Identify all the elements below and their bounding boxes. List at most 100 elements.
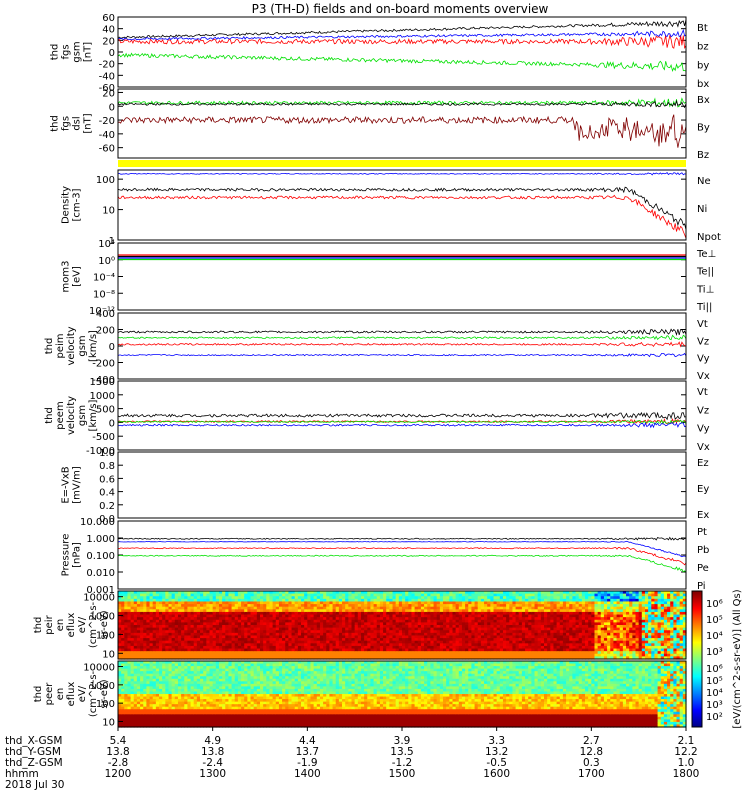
heatmap-cell bbox=[525, 617, 529, 621]
heatmap-cell bbox=[370, 606, 375, 610]
heatmap-cell bbox=[600, 630, 605, 634]
heatmap-cell bbox=[430, 611, 435, 616]
heatmap-cell bbox=[575, 601, 580, 605]
heatmap-cell bbox=[118, 699, 122, 703]
heatmap-cell bbox=[357, 596, 362, 600]
heatmap-cell bbox=[468, 635, 473, 639]
heatmap-cell bbox=[417, 643, 422, 647]
heatmap-cell bbox=[679, 591, 684, 595]
heatmap-cell bbox=[342, 622, 346, 626]
heatmap-cell bbox=[133, 638, 138, 642]
heatmap-cell bbox=[622, 632, 627, 637]
heatmap-cell bbox=[569, 591, 573, 595]
heatmap-cell bbox=[124, 643, 129, 647]
heatmap-cell bbox=[294, 643, 299, 647]
heatmap-cell bbox=[487, 617, 491, 621]
heatmap-cell bbox=[581, 617, 586, 621]
heatmap-cell bbox=[411, 625, 416, 629]
heatmap-cell bbox=[480, 632, 485, 637]
heatmap-cell bbox=[200, 596, 204, 600]
heatmap-cell bbox=[424, 614, 428, 618]
heatmap-cell bbox=[250, 640, 255, 644]
heatmap-cell bbox=[572, 648, 577, 652]
heatmap-cell bbox=[174, 630, 179, 634]
heatmap-cell bbox=[648, 643, 652, 647]
heatmap-cell bbox=[136, 625, 141, 629]
heatmap-cell bbox=[452, 609, 457, 613]
heatmap-cell bbox=[206, 638, 211, 642]
heatmap-cell bbox=[260, 622, 264, 626]
heatmap-cell bbox=[187, 656, 192, 660]
heatmap-cell bbox=[127, 625, 132, 629]
heatmap-cell bbox=[676, 606, 681, 610]
heatmap-cell bbox=[386, 653, 390, 657]
heatmap-cell bbox=[436, 630, 441, 634]
heatmap-cell bbox=[171, 606, 176, 610]
heatmap-cell bbox=[155, 656, 160, 660]
heatmap-cell bbox=[667, 601, 671, 605]
heatmap-cell bbox=[477, 653, 482, 657]
heatmap-cell bbox=[376, 617, 381, 621]
heatmap-cell bbox=[537, 609, 542, 613]
heatmap-cell bbox=[162, 598, 166, 603]
heatmap-cell bbox=[212, 630, 217, 634]
heatmap-cell bbox=[540, 648, 545, 652]
heatmap-cell bbox=[487, 643, 491, 647]
heatmap-cell bbox=[266, 611, 271, 616]
heatmap-cell bbox=[594, 619, 599, 623]
heatmap-cell bbox=[506, 653, 510, 657]
tick-label: 20 bbox=[102, 88, 115, 99]
heatmap-cell bbox=[566, 638, 570, 642]
heatmap-cell bbox=[550, 632, 555, 637]
heatmap-cell bbox=[670, 609, 674, 613]
heatmap-cell bbox=[285, 596, 289, 600]
heatmap-cell bbox=[389, 611, 394, 616]
heatmap-cell bbox=[537, 638, 542, 642]
series-line-Pt bbox=[117, 536, 686, 541]
heatmap-cell bbox=[657, 632, 662, 637]
heatmap-cell bbox=[578, 614, 583, 618]
heatmap-cell bbox=[632, 619, 637, 623]
heatmap-cell bbox=[357, 638, 362, 642]
heatmap-cell bbox=[329, 640, 334, 644]
heatmap-cell bbox=[673, 627, 678, 631]
heatmap-cell bbox=[184, 640, 189, 644]
heatmap-cell bbox=[493, 643, 498, 647]
heatmap-cell bbox=[149, 591, 154, 595]
heatmap-cell bbox=[414, 622, 419, 626]
heatmap-cell bbox=[644, 632, 649, 637]
heatmap-cell bbox=[673, 635, 678, 639]
heatmap-cell bbox=[231, 632, 236, 637]
heatmap-cell bbox=[411, 601, 416, 605]
heatmap-cell bbox=[537, 593, 542, 597]
heatmap-cell bbox=[629, 638, 633, 642]
heatmap-cell bbox=[162, 617, 166, 621]
heatmap-cell bbox=[525, 596, 529, 600]
heatmap-cell bbox=[184, 604, 189, 608]
heatmap-cell bbox=[376, 635, 381, 639]
heatmap-cell bbox=[278, 591, 283, 595]
heatmap-cell bbox=[411, 643, 416, 647]
heatmap-cell bbox=[515, 645, 520, 650]
heatmap-cell bbox=[676, 648, 681, 652]
heatmap-cell bbox=[676, 622, 681, 626]
heatmap-cell bbox=[332, 591, 337, 595]
heatmap-cell bbox=[260, 614, 264, 618]
heatmap-cell bbox=[379, 653, 384, 657]
heatmap-cell bbox=[581, 656, 586, 660]
heatmap-cell bbox=[528, 630, 532, 634]
heatmap-cell bbox=[209, 635, 214, 639]
heatmap-cell bbox=[162, 619, 166, 623]
heatmap-cell bbox=[190, 614, 195, 618]
heatmap-cell bbox=[307, 656, 312, 660]
heatmap-cell bbox=[446, 609, 450, 613]
heatmap-cell bbox=[266, 593, 271, 597]
heatmap-cell bbox=[392, 601, 397, 605]
heatmap-cell bbox=[547, 656, 551, 660]
heatmap-cell bbox=[310, 632, 315, 637]
heatmap-cell bbox=[414, 611, 419, 616]
heatmap-cell bbox=[420, 591, 425, 595]
heatmap-cell bbox=[518, 648, 523, 652]
heatmap-cell bbox=[569, 627, 573, 631]
heatmap-cell bbox=[676, 638, 681, 642]
